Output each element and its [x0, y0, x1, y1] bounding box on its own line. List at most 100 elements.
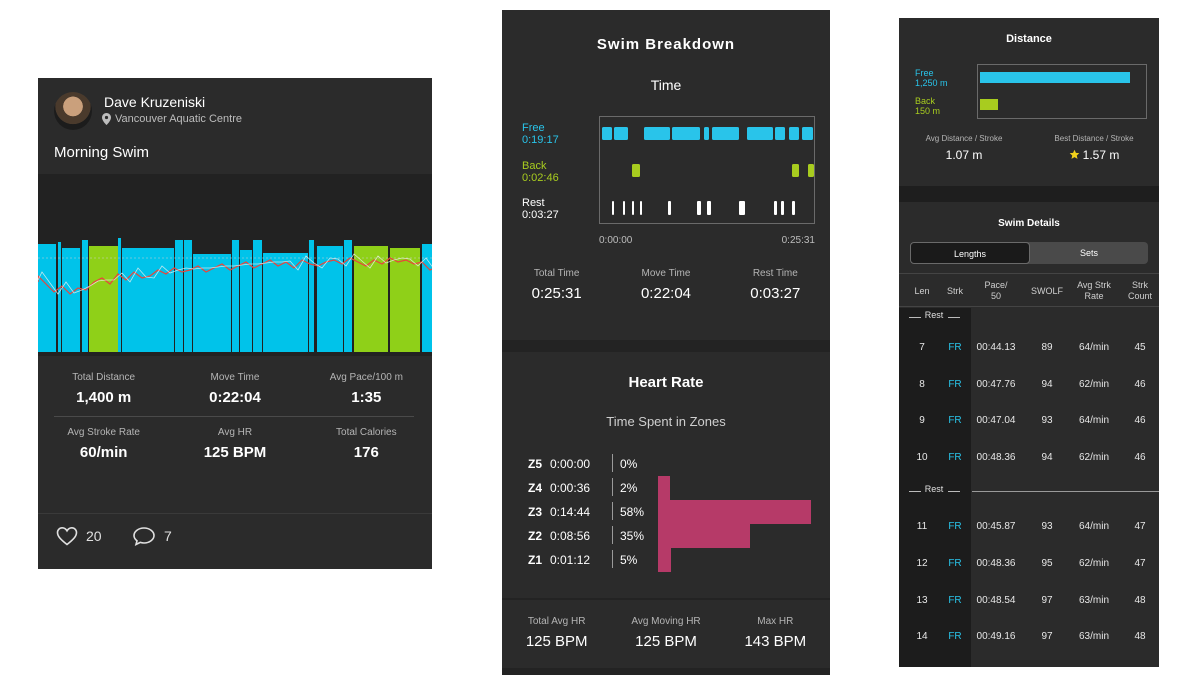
- table-row[interactable]: 7 FR 00:44.13 89 64/min 45: [899, 338, 1159, 358]
- time-subtitle: Time: [650, 77, 682, 93]
- zone-percent: 35%: [620, 529, 645, 543]
- location-row: Vancouver Aquatic Centre: [102, 113, 242, 125]
- hr-totals: Total Avg HR 125 BPM Avg Moving HR 125 BPM…: [502, 616, 830, 650]
- heart-icon: [56, 526, 78, 546]
- activity-bar-7: [175, 240, 183, 352]
- rest-row: Rest: [899, 310, 1159, 324]
- column-header[interactable]: SWOLF: [1030, 286, 1063, 296]
- stroke-timeline-svg: [602, 127, 814, 215]
- like-button[interactable]: 20: [56, 526, 102, 546]
- column-header[interactable]: Avg Strk Rate: [1077, 280, 1111, 301]
- cell-stroke: FR: [948, 558, 962, 569]
- cell-swolf: 95: [1041, 558, 1053, 569]
- distance-stroke-name: Back: [915, 96, 936, 106]
- cell-len: 7: [919, 342, 925, 353]
- zone-time: 0:00:36: [550, 481, 591, 495]
- rest-time: Rest Time 0:03:27: [721, 268, 830, 302]
- rest-divider: [948, 491, 960, 493]
- best-distance-per-stroke: Best Distance / Stroke 1.57 m: [1029, 134, 1159, 162]
- cell-count: 46: [1134, 378, 1146, 390]
- cell-pace: 00:49.16: [976, 631, 1016, 643]
- table-row[interactable]: 12 FR 00:48.36 95 62/min 47: [899, 554, 1159, 574]
- distance-section: Distance Free 1,250 m Back 150 m Avg Dis…: [899, 18, 1159, 186]
- rest-label: Rest: [924, 484, 944, 495]
- table-row[interactable]: 14 FR 00:49.16 97 63/min 48: [899, 627, 1159, 647]
- stroke-name: Rest: [522, 197, 545, 209]
- table-row[interactable]: 10 FR 00:48.36 94 62/min 46: [899, 448, 1159, 468]
- total-value: 125 BPM: [635, 633, 697, 650]
- cell-pace: 00:44.13: [976, 342, 1016, 353]
- activity-bar-18: [390, 248, 420, 352]
- total-value: 143 BPM: [744, 633, 807, 650]
- cell-pace: 00:48.36: [976, 558, 1016, 569]
- cell-len: 9: [919, 415, 925, 427]
- stat-label: Avg Distance / Stroke: [925, 134, 1003, 143]
- column-header[interactable]: Len: [914, 286, 930, 296]
- timeline-free-segment-5: [712, 127, 739, 140]
- stroke-timeline[interactable]: [599, 116, 815, 224]
- max-hr: Max HR 143 BPM: [721, 616, 830, 650]
- distance-label-free: Free 1,250 m: [915, 68, 948, 88]
- hr-zone-row: Z1 0:01:12 5%: [502, 548, 830, 572]
- tab-sets[interactable]: Sets: [1079, 248, 1098, 258]
- user-name[interactable]: Dave Kruzeniski: [104, 94, 206, 110]
- activity-bar-5: [118, 238, 121, 352]
- timeline-free-segment-3: [672, 127, 700, 140]
- cell-swolf: 94: [1041, 451, 1053, 463]
- cell-count: 46: [1134, 451, 1146, 463]
- heart-rate-title: Heart Rate: [628, 374, 704, 391]
- cell-rate: 63/min: [1078, 594, 1109, 606]
- avatar[interactable]: [54, 92, 92, 130]
- comment-button[interactable]: 7: [132, 526, 172, 546]
- stroke-time: 0:03:27: [522, 209, 559, 221]
- zone-name: Z1: [528, 553, 543, 567]
- swim-details-panel: Distance Free 1,250 m Back 150 m Avg Dis…: [899, 18, 1159, 667]
- cell-count: 45: [1134, 342, 1146, 353]
- total-label: Total Avg HR: [527, 616, 586, 627]
- cell-swolf: 93: [1041, 415, 1053, 427]
- time-totals: Total Time 0:25:31 Move Time 0:22:04 Rest …: [502, 268, 830, 302]
- total-label: Total Time: [533, 268, 580, 279]
- stroke-time: 0:19:17: [522, 134, 559, 146]
- distance-stroke-value: 1,250 m: [915, 78, 948, 88]
- zone-percent: 2%: [620, 481, 638, 495]
- timeline-rest-segment-7: [739, 201, 745, 215]
- zone-separator: [612, 526, 613, 544]
- timeline-free-segment-7: [775, 127, 785, 140]
- column-header[interactable]: Strk: [946, 286, 963, 296]
- cell-len: 11: [916, 521, 928, 533]
- table-row[interactable]: 9 FR 00:47.04 93 64/min 46: [899, 411, 1159, 431]
- len-column-shade: [899, 308, 971, 667]
- rest-divider: [909, 317, 921, 318]
- table-row[interactable]: 13 FR 00:48.54 97 63/min 48: [899, 591, 1159, 611]
- cell-rate: 64/min: [1078, 521, 1109, 533]
- activity-bar-14: [309, 240, 314, 352]
- total-time: Total Time 0:25:31: [502, 268, 611, 302]
- column-header[interactable]: Strk Count: [1127, 280, 1153, 301]
- activity-bar-0: [38, 244, 56, 352]
- stat-avg-stroke-rate: Avg Stroke Rate 60/min: [38, 427, 169, 461]
- stat-label: Total Calories: [336, 427, 397, 438]
- distance-bars: [977, 64, 1147, 119]
- tab-lengths[interactable]: Lengths: [910, 242, 1030, 264]
- cell-count: 48: [1134, 594, 1146, 606]
- timeline-rest-segment-6: [707, 201, 711, 215]
- activity-bar-16: [344, 240, 352, 352]
- activity-bar-4: [89, 246, 121, 352]
- table-row[interactable]: 8 FR 00:47.76 94 62/min 46: [899, 375, 1159, 395]
- stat-value: 0:22:04: [209, 389, 261, 406]
- move-time: Move Time 0:22:04: [611, 268, 720, 302]
- activity-graph-svg: [38, 238, 432, 352]
- cell-count: 47: [1134, 521, 1146, 533]
- zone-bar: [658, 548, 671, 572]
- cell-count: 48: [1134, 631, 1146, 643]
- table-row[interactable]: 11 FR 00:45.87 93 64/min 47: [899, 517, 1159, 537]
- activity-graph[interactable]: [38, 174, 432, 356]
- zone-time: 0:14:44: [550, 505, 591, 519]
- timeline-free-segment-0: [602, 127, 612, 140]
- column-header[interactable]: Pace/50: [984, 280, 1008, 301]
- zone-bar: [658, 500, 811, 524]
- cell-rate: 62/min: [1078, 378, 1109, 390]
- lengths-sets-toggle: Lengths Sets: [910, 242, 1148, 264]
- cell-pace: 00:48.36: [976, 451, 1016, 463]
